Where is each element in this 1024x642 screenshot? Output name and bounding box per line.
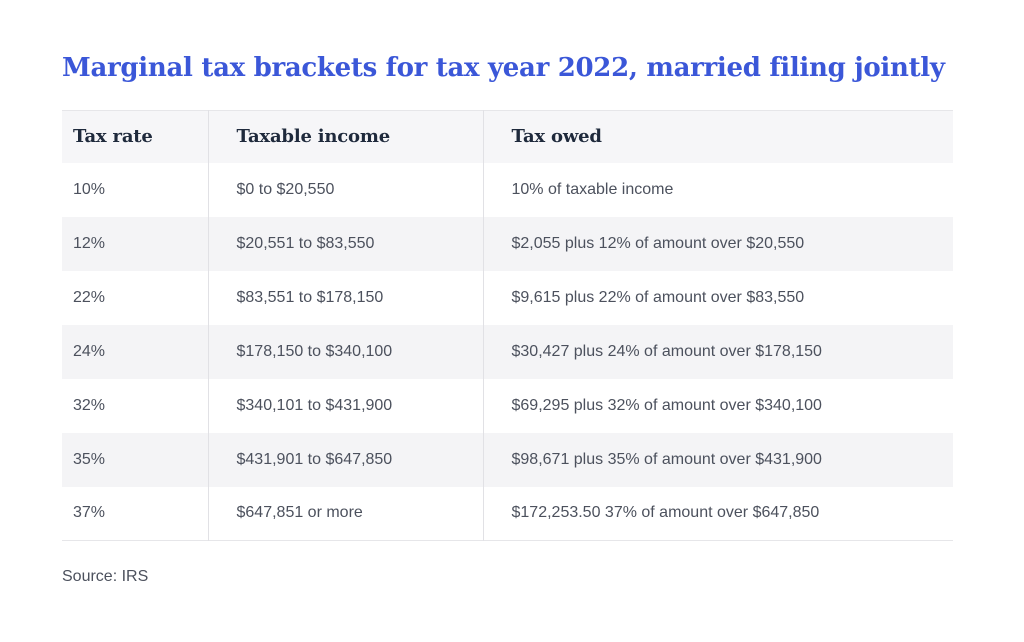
cell-taxable-income: $340,101 to $431,900 — [207, 378, 483, 433]
table-row: 24% $178,150 to $340,100 $30,427 plus 24% … — [62, 324, 953, 379]
source-attribution: Source: IRS — [62, 568, 149, 586]
table-header-row: Tax rate Taxable income Tax owed — [62, 110, 953, 163]
cell-tax-rate: 12% — [62, 216, 208, 271]
cell-tax-rate: 37% — [62, 486, 208, 541]
cell-taxable-income: $83,551 to $178,150 — [207, 270, 483, 325]
column-header-tax-rate: Tax rate — [62, 110, 208, 163]
cell-tax-rate: 10% — [62, 162, 208, 217]
cell-tax-owed: $9,615 plus 22% of amount over $83,550 — [482, 270, 953, 325]
table-body: 10% $0 to $20,550 10% of taxable income 12%… — [62, 162, 953, 541]
table-row: 37% $647,851 or more $172,253.50 37% of am… — [62, 486, 953, 541]
table-row: 32% $340,101 to $431,900 $69,295 plus 32% … — [62, 378, 953, 433]
column-header-taxable-income: Taxable income — [207, 110, 483, 163]
cell-tax-rate: 32% — [62, 378, 208, 433]
cell-tax-owed: 10% of taxable income — [482, 162, 953, 217]
table-row: 35% $431,901 to $647,850 $98,671 plus 35% … — [62, 432, 953, 487]
page-title: Marginal tax brackets for tax year 2022,… — [62, 53, 945, 83]
cell-tax-owed: $172,253.50 37% of amount over $647,850 — [482, 486, 953, 541]
table-row: 12% $20,551 to $83,550 $2,055 plus 12% of … — [62, 216, 953, 271]
cell-tax-rate: 24% — [62, 324, 208, 379]
table-row: 10% $0 to $20,550 10% of taxable income — [62, 162, 953, 217]
cell-taxable-income: $178,150 to $340,100 — [207, 324, 483, 379]
table-row: 22% $83,551 to $178,150 $9,615 plus 22% of… — [62, 270, 953, 325]
cell-tax-rate: 22% — [62, 270, 208, 325]
cell-taxable-income: $0 to $20,550 — [207, 162, 483, 217]
article-content: Marginal tax brackets for tax year 2022,… — [62, 0, 953, 586]
cell-tax-owed: $2,055 plus 12% of amount over $20,550 — [482, 216, 953, 271]
cell-taxable-income: $20,551 to $83,550 — [207, 216, 483, 271]
cell-tax-owed: $69,295 plus 32% of amount over $340,100 — [482, 378, 953, 433]
cell-tax-owed: $30,427 plus 24% of amount over $178,150 — [482, 324, 953, 379]
cell-tax-owed: $98,671 plus 35% of amount over $431,900 — [482, 432, 953, 487]
column-header-tax-owed: Tax owed — [482, 110, 953, 163]
tax-brackets-table: Tax rate Taxable income Tax owed 10% $0 t… — [62, 110, 953, 542]
cell-tax-rate: 35% — [62, 432, 208, 487]
cell-taxable-income: $431,901 to $647,850 — [207, 432, 483, 487]
cell-taxable-income: $647,851 or more — [207, 486, 483, 541]
